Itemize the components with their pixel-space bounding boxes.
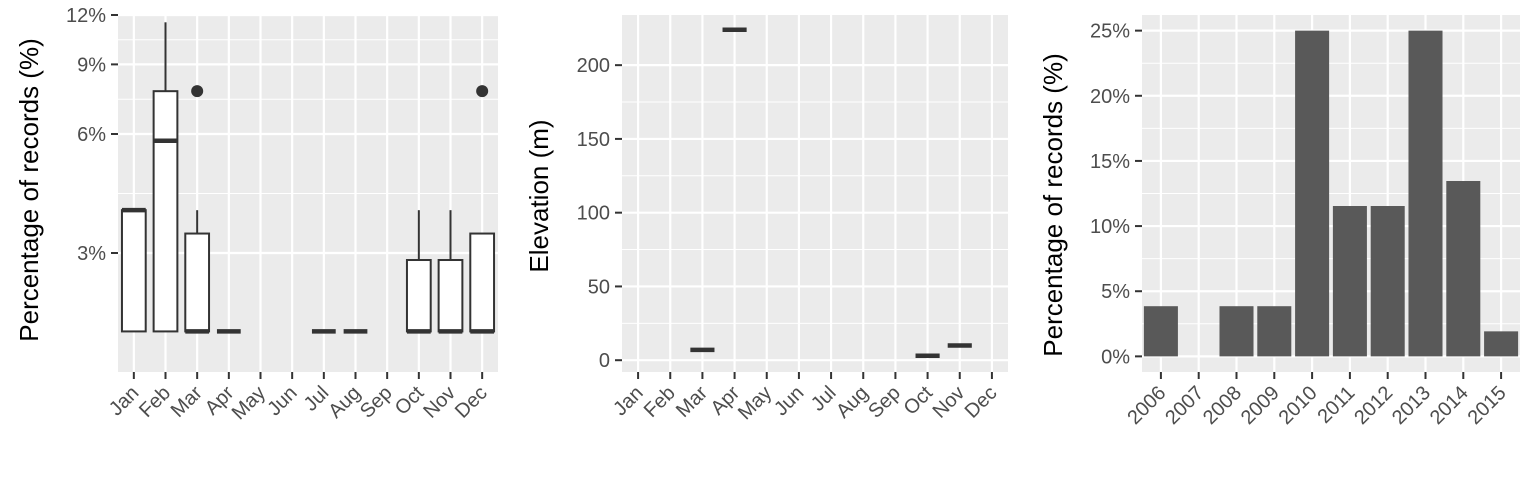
x-tick-label: Jan (609, 382, 647, 420)
x-tick-label: May (734, 382, 776, 424)
x-tick-label: Mar (672, 382, 712, 422)
x-tick-label: 2013 (1388, 382, 1435, 429)
x-tick-label: Aug (832, 382, 873, 423)
x-tick-label: Jan (105, 382, 143, 420)
x-tick-label: 2008 (1199, 382, 1246, 429)
x-tick-label: Oct (391, 382, 429, 420)
y-axis-title: Percentage of records (%) (1038, 53, 1068, 356)
outlier-point (476, 85, 489, 98)
x-tick-label: Mar (167, 382, 207, 422)
x-tick-label: 2010 (1275, 382, 1322, 429)
y-tick-label: 0% (1101, 346, 1130, 368)
x-tick-label: 2007 (1161, 382, 1208, 429)
plot-background (622, 15, 1008, 372)
x-tick-label: 2009 (1237, 382, 1284, 429)
box-iqr (120, 209, 147, 333)
y-tick-label: 25% (1090, 21, 1130, 43)
x-tick-label: 2006 (1123, 382, 1170, 429)
y-tick-label: 5% (1101, 281, 1130, 303)
box-iqr (469, 232, 496, 333)
bar (1143, 306, 1178, 357)
x-tick-label: 2011 (1313, 382, 1359, 428)
y-tick-label: 150 (577, 129, 610, 151)
x-tick-label: Sep (864, 382, 905, 423)
box-iqr (184, 232, 211, 333)
bar (1408, 30, 1443, 357)
bar (1219, 306, 1254, 357)
chart-panel-3: 0% 5% 10% 15% 20% 25% 200620072008200920102011… (1038, 15, 1520, 429)
box-iqr (405, 259, 432, 333)
x-tick-label: Nov (419, 382, 460, 423)
chart-panel-2: 050100150200JanFebMarAprMayJunJulAugSepO… (524, 15, 1008, 424)
y-tick-label: 0 (599, 350, 610, 372)
box-iqr (152, 90, 179, 333)
y-tick-label: 9% (77, 54, 106, 76)
y-tick-label: 12% (66, 5, 106, 27)
y-tick-label: 10% (1090, 216, 1130, 238)
y-tick-label: 3% (77, 243, 106, 265)
x-tick-label: Jun (770, 382, 808, 420)
bar (1370, 206, 1405, 357)
x-tick-label: Feb (135, 382, 175, 422)
y-tick-label: 15% (1090, 151, 1130, 173)
bar (1295, 30, 1330, 357)
x-tick-label: Oct (900, 382, 938, 420)
y-axis-title: Elevation (m) (524, 119, 554, 272)
x-tick-label: Sep (356, 382, 397, 423)
x-tick-label: 2014 (1426, 382, 1473, 429)
x-tick-label: Dec (451, 382, 492, 423)
bar (1257, 306, 1292, 357)
bar (1332, 206, 1367, 357)
x-tick-label: 2012 (1350, 382, 1397, 429)
y-tick-label: 100 (577, 203, 610, 225)
bar (1446, 180, 1481, 357)
chart-panel-1: 3%6%9%12%JanFebMarAprMayJunJulAugSepOctN… (14, 5, 498, 424)
x-tick-label: Feb (640, 382, 680, 422)
box-iqr (437, 259, 464, 333)
x-tick-label: Jun (263, 382, 301, 420)
x-tick-label: Nov (929, 382, 970, 423)
y-axis-title: Percentage of records (%) (14, 38, 44, 341)
bar (1484, 331, 1519, 357)
outlier-point (191, 85, 204, 98)
y-tick-label: 6% (77, 124, 106, 146)
y-tick-label: 50 (588, 276, 610, 298)
y-tick-label: 20% (1090, 86, 1130, 108)
y-tick-label: 200 (577, 55, 610, 77)
x-tick-label: 2015 (1464, 382, 1511, 429)
x-tick-label: Aug (324, 382, 365, 423)
x-tick-label: Dec (961, 382, 1002, 423)
